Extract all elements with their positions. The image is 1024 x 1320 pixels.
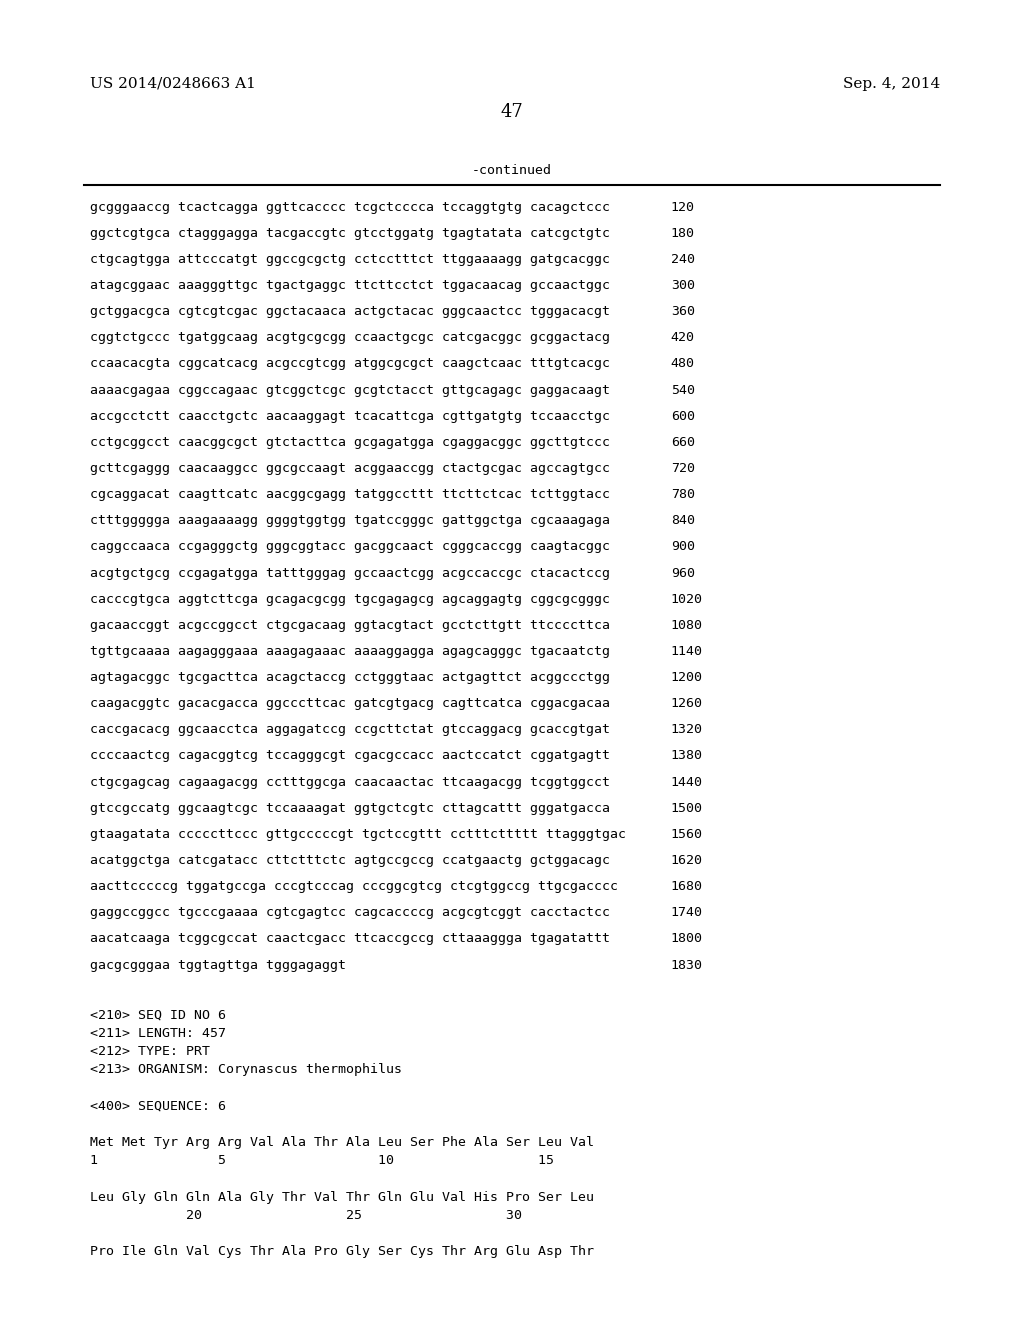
Text: 1380: 1380 (671, 750, 702, 763)
Text: 1440: 1440 (671, 776, 702, 788)
Text: atagcggaac aaagggttgc tgactgaggc ttcttcctct tggacaacag gccaactggc: atagcggaac aaagggttgc tgactgaggc ttcttcc… (90, 279, 610, 292)
Text: gacgcgggaa tggtagttga tgggagaggt: gacgcgggaa tggtagttga tgggagaggt (90, 958, 346, 972)
Text: 540: 540 (671, 384, 694, 396)
Text: <210> SEQ ID NO 6: <210> SEQ ID NO 6 (90, 1008, 226, 1022)
Text: gtccgccatg ggcaagtcgc tccaaaagat ggtgctcgtc cttagcattt gggatgacca: gtccgccatg ggcaagtcgc tccaaaagat ggtgctc… (90, 801, 610, 814)
Text: ctttggggga aaagaaaagg ggggtggtgg tgatccgggc gattggctga cgcaaagaga: ctttggggga aaagaaaagg ggggtggtgg tgatccg… (90, 515, 610, 527)
Text: <212> TYPE: PRT: <212> TYPE: PRT (90, 1045, 210, 1057)
Text: 1830: 1830 (671, 958, 702, 972)
Text: 900: 900 (671, 540, 694, 553)
Text: Met Met Tyr Arg Arg Val Ala Thr Ala Leu Ser Phe Ala Ser Leu Val: Met Met Tyr Arg Arg Val Ala Thr Ala Leu … (90, 1137, 594, 1148)
Text: 1620: 1620 (671, 854, 702, 867)
Text: 180: 180 (671, 227, 694, 240)
Text: accgcctctt caacctgctc aacaaggagt tcacattcga cgttgatgtg tccaacctgc: accgcctctt caacctgctc aacaaggagt tcacatt… (90, 409, 610, 422)
Text: 840: 840 (671, 515, 694, 527)
Text: cggtctgccc tgatggcaag acgtgcgcgg ccaactgcgc catcgacggc gcggactacg: cggtctgccc tgatggcaag acgtgcgcgg ccaactg… (90, 331, 610, 345)
Text: <400> SEQUENCE: 6: <400> SEQUENCE: 6 (90, 1100, 226, 1113)
Text: 1               5                   10                  15: 1 5 10 15 (90, 1154, 554, 1167)
Text: 240: 240 (671, 253, 694, 265)
Text: ccccaactcg cagacggtcg tccagggcgt cgacgccacc aactccatct cggatgagtt: ccccaactcg cagacggtcg tccagggcgt cgacgcc… (90, 750, 610, 763)
Text: 360: 360 (671, 305, 694, 318)
Text: US 2014/0248663 A1: US 2014/0248663 A1 (90, 77, 256, 91)
Text: cgcaggacat caagttcatc aacggcgagg tatggccttt ttcttctcac tcttggtacc: cgcaggacat caagttcatc aacggcgagg tatggcc… (90, 488, 610, 502)
Text: acgtgctgcg ccgagatgga tatttgggag gccaactcgg acgccaccgc ctacactccg: acgtgctgcg ccgagatgga tatttgggag gccaact… (90, 566, 610, 579)
Text: 1080: 1080 (671, 619, 702, 632)
Text: cacccgtgca aggtcttcga gcagacgcgg tgcgagagcg agcaggagtg cggcgcgggc: cacccgtgca aggtcttcga gcagacgcgg tgcgaga… (90, 593, 610, 606)
Text: 20                  25                  30: 20 25 30 (90, 1209, 522, 1222)
Text: 420: 420 (671, 331, 694, 345)
Text: -continued: -continued (472, 164, 552, 177)
Text: 1140: 1140 (671, 645, 702, 657)
Text: caagacggtc gacacgacca ggcccttcac gatcgtgacg cagttcatca cggacgacaa: caagacggtc gacacgacca ggcccttcac gatcgtg… (90, 697, 610, 710)
Text: gtaagatata cccccttccc gttgcccccgt tgctccgttt cctttcttttt ttagggtgac: gtaagatata cccccttccc gttgcccccgt tgctcc… (90, 828, 626, 841)
Text: 600: 600 (671, 409, 694, 422)
Text: caccgacacg ggcaacctca aggagatccg ccgcttctat gtccaggacg gcaccgtgat: caccgacacg ggcaacctca aggagatccg ccgcttc… (90, 723, 610, 737)
Text: ggctcgtgca ctagggagga tacgaccgtc gtcctggatg tgagtatata catcgctgtc: ggctcgtgca ctagggagga tacgaccgtc gtcctgg… (90, 227, 610, 240)
Text: <211> LENGTH: 457: <211> LENGTH: 457 (90, 1027, 226, 1040)
Text: Sep. 4, 2014: Sep. 4, 2014 (843, 77, 940, 91)
Text: aacatcaaga tcggcgccat caactcgacc ttcaccgccg cttaaaggga tgagatattt: aacatcaaga tcggcgccat caactcgacc ttcaccg… (90, 932, 610, 945)
Text: ctgcagtgga attcccatgt ggccgcgctg cctcctttct ttggaaaagg gatgcacggc: ctgcagtgga attcccatgt ggccgcgctg cctcctt… (90, 253, 610, 265)
Text: 1560: 1560 (671, 828, 702, 841)
Text: 1260: 1260 (671, 697, 702, 710)
Text: aaaacgagaa cggccagaac gtcggctcgc gcgtctacct gttgcagagc gaggacaagt: aaaacgagaa cggccagaac gtcggctcgc gcgtcta… (90, 384, 610, 396)
Text: agtagacggc tgcgacttca acagctaccg cctgggtaac actgagttct acggccctgg: agtagacggc tgcgacttca acagctaccg cctgggt… (90, 671, 610, 684)
Text: 1680: 1680 (671, 880, 702, 894)
Text: 960: 960 (671, 566, 694, 579)
Text: 1740: 1740 (671, 907, 702, 919)
Text: 1020: 1020 (671, 593, 702, 606)
Text: 1500: 1500 (671, 801, 702, 814)
Text: gaggccggcc tgcccgaaaa cgtcgagtcc cagcaccccg acgcgtcggt cacctactcc: gaggccggcc tgcccgaaaa cgtcgagtcc cagcacc… (90, 907, 610, 919)
Text: 660: 660 (671, 436, 694, 449)
Text: Leu Gly Gln Gln Ala Gly Thr Val Thr Gln Glu Val His Pro Ser Leu: Leu Gly Gln Gln Ala Gly Thr Val Thr Gln … (90, 1191, 594, 1204)
Text: gcgggaaccg tcactcagga ggttcacccc tcgctcccca tccaggtgtg cacagctccc: gcgggaaccg tcactcagga ggttcacccc tcgctcc… (90, 201, 610, 214)
Text: 47: 47 (501, 103, 523, 121)
Text: gacaaccggt acgccggcct ctgcgacaag ggtacgtact gcctcttgtt ttccccttca: gacaaccggt acgccggcct ctgcgacaag ggtacgt… (90, 619, 610, 632)
Text: aacttcccccg tggatgccga cccgtcccag cccggcgtcg ctcgtggccg ttgcgacccc: aacttcccccg tggatgccga cccgtcccag cccggc… (90, 880, 618, 894)
Text: 720: 720 (671, 462, 694, 475)
Text: 480: 480 (671, 358, 694, 371)
Text: Pro Ile Gln Val Cys Thr Ala Pro Gly Ser Cys Thr Arg Glu Asp Thr: Pro Ile Gln Val Cys Thr Ala Pro Gly Ser … (90, 1245, 594, 1258)
Text: 1800: 1800 (671, 932, 702, 945)
Text: 1320: 1320 (671, 723, 702, 737)
Text: gcttcgaggg caacaaggcc ggcgccaagt acggaaccgg ctactgcgac agccagtgcc: gcttcgaggg caacaaggcc ggcgccaagt acggaac… (90, 462, 610, 475)
Text: 120: 120 (671, 201, 694, 214)
Text: ccaacacgta cggcatcacg acgccgtcgg atggcgcgct caagctcaac tttgtcacgc: ccaacacgta cggcatcacg acgccgtcgg atggcgc… (90, 358, 610, 371)
Text: gctggacgca cgtcgtcgac ggctacaaca actgctacac gggcaactcc tgggacacgt: gctggacgca cgtcgtcgac ggctacaaca actgcta… (90, 305, 610, 318)
Text: 1200: 1200 (671, 671, 702, 684)
Text: caggccaaca ccgagggctg gggcggtacc gacggcaact cgggcaccgg caagtacggc: caggccaaca ccgagggctg gggcggtacc gacggca… (90, 540, 610, 553)
Text: 300: 300 (671, 279, 694, 292)
Text: ctgcgagcag cagaagacgg cctttggcga caacaactac ttcaagacgg tcggtggcct: ctgcgagcag cagaagacgg cctttggcga caacaac… (90, 776, 610, 788)
Text: cctgcggcct caacggcgct gtctacttca gcgagatgga cgaggacggc ggcttgtccc: cctgcggcct caacggcgct gtctacttca gcgagat… (90, 436, 610, 449)
Text: <213> ORGANISM: Corynascus thermophilus: <213> ORGANISM: Corynascus thermophilus (90, 1063, 402, 1076)
Text: tgttgcaaaa aagagggaaa aaagagaaac aaaaggagga agagcagggc tgacaatctg: tgttgcaaaa aagagggaaa aaagagaaac aaaagga… (90, 645, 610, 657)
Text: 780: 780 (671, 488, 694, 502)
Text: acatggctga catcgatacc cttctttctc agtgccgccg ccatgaactg gctggacagc: acatggctga catcgatacc cttctttctc agtgccg… (90, 854, 610, 867)
